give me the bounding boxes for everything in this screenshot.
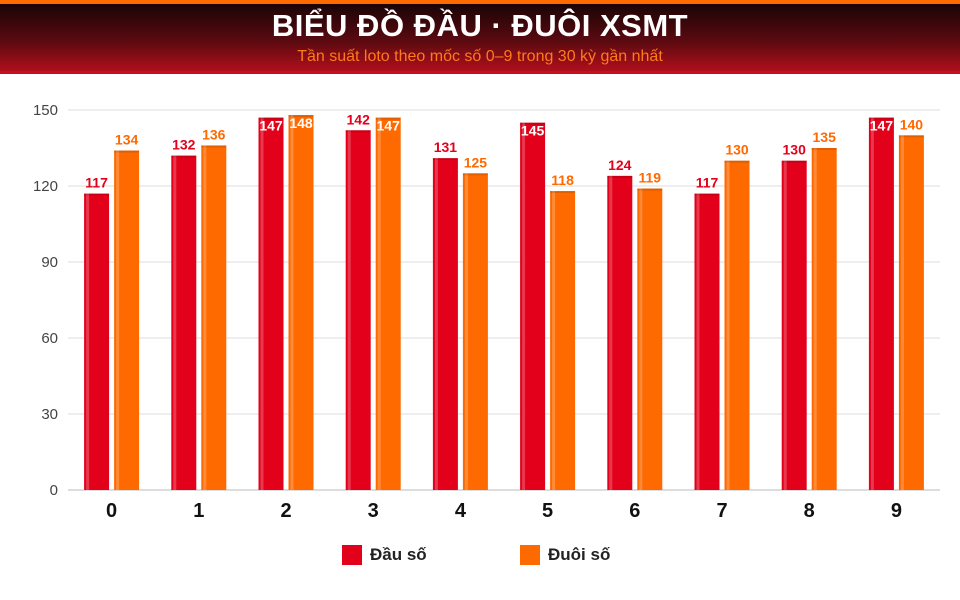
data-label: 145 <box>521 123 545 139</box>
y-tick-label: 30 <box>41 406 58 423</box>
bar <box>345 130 371 490</box>
bars <box>84 115 924 491</box>
data-label: 135 <box>813 129 837 145</box>
x-tick-label: 8 <box>804 500 815 522</box>
bar <box>114 150 140 491</box>
bar <box>868 117 894 490</box>
data-label: 124 <box>608 157 632 173</box>
bar <box>171 155 197 490</box>
data-label: 131 <box>434 139 458 155</box>
x-tick-label: 7 <box>716 500 727 522</box>
data-labels: 117 134 132 136 147 148 142 147 131 125 145 118 124 1… <box>85 111 923 190</box>
bar <box>811 148 837 490</box>
bar <box>607 175 633 490</box>
data-label: 136 <box>202 126 226 142</box>
x-tick-label: 6 <box>629 500 640 522</box>
data-label: 118 <box>551 172 574 188</box>
data-label: 130 <box>725 142 749 158</box>
bar <box>637 188 663 491</box>
data-label: 119 <box>639 170 662 186</box>
bar <box>258 117 284 490</box>
y-tick-label: 60 <box>41 330 58 347</box>
data-label: 140 <box>900 116 924 132</box>
bar <box>550 191 576 491</box>
legend-item-dau-so: Đầu số <box>342 545 427 565</box>
legend: Đầu số Đuôi số <box>0 545 960 569</box>
bar <box>375 117 401 490</box>
x-tick-label: 0 <box>106 500 117 522</box>
x-tick-label: 2 <box>280 500 291 522</box>
bar <box>432 158 458 490</box>
bar <box>288 115 314 491</box>
data-label: 117 <box>696 175 719 191</box>
bar <box>520 122 546 491</box>
bar <box>694 193 720 490</box>
data-label: 142 <box>347 111 371 127</box>
y-tick-label: 0 <box>50 482 58 499</box>
y-axis-ticks: 0 30 60 90 120 150 <box>33 102 58 499</box>
x-tick-label: 9 <box>891 500 902 522</box>
data-label: 117 <box>85 175 108 191</box>
legend-swatch-duoi-so <box>520 545 540 565</box>
legend-swatch-dau-so <box>342 545 362 565</box>
x-tick-label: 1 <box>193 500 204 522</box>
bar <box>84 193 110 490</box>
data-label: 134 <box>115 132 139 148</box>
grid-lines <box>68 109 940 491</box>
x-axis-ticks: 0 1 2 3 4 5 6 7 8 9 <box>106 500 902 522</box>
y-tick-label: 150 <box>33 102 58 119</box>
bar <box>898 135 924 491</box>
x-tick-label: 4 <box>455 500 467 522</box>
data-label: 125 <box>464 154 488 170</box>
data-label: 147 <box>259 118 283 134</box>
bar <box>724 160 750 490</box>
legend-label-dau-so: Đầu số <box>370 545 427 564</box>
data-label: 130 <box>783 142 807 158</box>
chart-subtitle: Tần suất loto theo mốc số 0–9 trong 30 k… <box>297 48 663 65</box>
y-tick-label: 120 <box>33 178 58 195</box>
x-tick-label: 3 <box>368 500 379 522</box>
data-label: 132 <box>172 137 196 153</box>
bar <box>781 160 807 490</box>
legend-label-duoi-so: Đuôi số <box>548 545 611 564</box>
data-label: 147 <box>377 118 401 134</box>
bar <box>462 173 488 491</box>
y-tick-label: 90 <box>41 254 58 271</box>
x-tick-label: 5 <box>542 500 553 522</box>
chart-header: BIỂU ĐỒ ĐẦU · ĐUÔI XSMT Tần suất loto th… <box>0 0 960 74</box>
data-label: 147 <box>870 118 894 134</box>
chart-title: BIỂU ĐỒ ĐẦU · ĐUÔI XSMT <box>271 8 689 43</box>
data-label: 148 <box>289 115 313 131</box>
legend-item-duoi-so: Đuôi số <box>520 545 610 565</box>
bar <box>201 145 227 490</box>
